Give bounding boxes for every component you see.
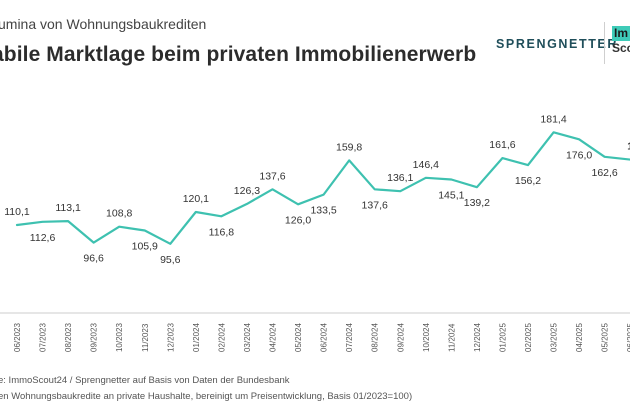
data-label: 176,0 (566, 149, 592, 161)
data-label: 126,3 (234, 185, 260, 197)
sprengnetter-logo: SPRENGNETTER (496, 37, 618, 51)
x-tick-label: 04/2024 (269, 323, 278, 352)
x-tick-label: 08/2023 (64, 323, 73, 352)
x-tick-label: 05/2025 (601, 323, 610, 352)
data-label: 120,1 (183, 193, 209, 205)
data-label: 112,6 (30, 232, 56, 244)
partner-logo-line2: Sco (612, 41, 630, 55)
x-tick-label: 02/2024 (217, 323, 226, 352)
data-label: 161,6 (489, 139, 515, 151)
data-label: 113,1 (55, 202, 81, 214)
x-tick-label: 12/2023 (166, 323, 175, 352)
data-label: 162,6 (592, 167, 618, 179)
x-tick-label: 04/2025 (575, 323, 584, 352)
data-label: 116,8 (209, 226, 235, 238)
x-tick-label: 05/2024 (294, 323, 303, 352)
data-label: 110,1 (4, 206, 30, 218)
data-label: 137,6 (259, 170, 285, 182)
logo-divider (604, 22, 605, 64)
chart-subtitle: umina von Wohnungsbaukrediten (0, 16, 207, 32)
data-label: 1 (627, 141, 630, 153)
data-label: 139,2 (464, 197, 490, 209)
x-tick-label: 06/2023 (13, 323, 22, 352)
x-tick-label: 01/2024 (192, 323, 201, 352)
source-note: e: ImmoScout24 / Sprengnetter auf Basis … (0, 375, 290, 386)
footnote: en Wohnungsbaukredite an private Haushal… (0, 391, 413, 402)
partner-logo-line1: Im (612, 26, 630, 41)
data-label: 156,2 (515, 175, 541, 187)
x-tick-label: 07/2024 (345, 323, 354, 352)
x-tick-label: 10/2024 (422, 323, 431, 352)
immoscout-logo: Im Sco (612, 26, 630, 60)
x-tick-label: 02/2025 (524, 323, 533, 352)
data-label: 105,9 (132, 240, 158, 252)
data-label: 95,6 (160, 254, 181, 266)
x-tick-label: 07/2023 (39, 323, 48, 352)
x-tick-label: 11/2024 (447, 323, 456, 352)
data-label: 181,4 (540, 113, 566, 125)
x-tick-label: 12/2024 (473, 323, 482, 352)
x-tick-label: 01/2025 (498, 323, 507, 352)
data-label: 159,8 (336, 141, 362, 153)
data-label: 133,5 (310, 205, 336, 217)
data-label: 108,8 (106, 208, 132, 220)
x-tick-label: 03/2025 (550, 323, 559, 352)
x-tick-label: 08/2024 (371, 323, 380, 352)
x-tick-label: 06/2024 (320, 323, 329, 352)
data-label: 137,6 (362, 199, 388, 211)
series-line (15, 131, 630, 245)
data-label: 126,0 (285, 214, 311, 226)
data-label: 96,6 (83, 253, 104, 265)
data-label: 145,1 (438, 190, 464, 202)
chart-title: abile Marktlage beim privaten Immobilien… (0, 43, 477, 66)
x-tick-label: 09/2024 (396, 323, 405, 352)
data-label: 146,4 (413, 159, 439, 171)
x-tick-label: 10/2023 (115, 323, 124, 352)
data-label: 136,1 (387, 172, 413, 184)
x-tick-label: 06/2025 (626, 323, 630, 352)
x-tick-label: 09/2023 (90, 323, 99, 352)
x-tick-label: 03/2024 (243, 323, 252, 352)
x-tick-label: 11/2023 (141, 323, 150, 352)
